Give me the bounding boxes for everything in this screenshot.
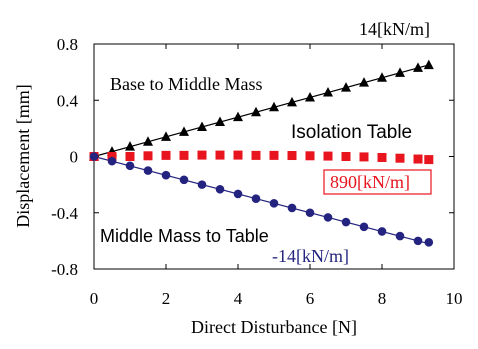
isolation_table-point bbox=[413, 154, 423, 164]
isolation_table-point bbox=[161, 150, 171, 160]
base_to_middle-point bbox=[341, 82, 351, 92]
y-tick-label: 0.4 bbox=[57, 91, 79, 110]
middle_to_table-point bbox=[197, 180, 207, 189]
middle_to_table-point bbox=[143, 166, 153, 175]
isolation_table-point bbox=[424, 155, 434, 165]
middle_to_table-point bbox=[305, 208, 315, 218]
data-markers bbox=[89, 59, 434, 247]
y-tick-label: -0.8 bbox=[51, 260, 78, 279]
x-axis-label: Direct Disturbance [N] bbox=[191, 317, 357, 337]
x-tick-label: 8 bbox=[378, 289, 387, 308]
x-tick-label: 10 bbox=[446, 289, 463, 308]
y-tick-label: 0.8 bbox=[57, 35, 78, 54]
isolation_table-point bbox=[395, 153, 405, 163]
base_to_middle-point bbox=[377, 72, 387, 82]
middle_to_table-point bbox=[251, 194, 261, 203]
base_to_middle-point bbox=[287, 96, 297, 107]
base_to_middle-point bbox=[395, 67, 405, 77]
isolation_table-point bbox=[197, 150, 207, 160]
isolation_table-point bbox=[377, 152, 387, 162]
y-tick-label: -0.4 bbox=[51, 204, 78, 223]
axis-ticks bbox=[93, 43, 455, 270]
isolation_table-point bbox=[215, 150, 225, 160]
middle_to_table-point bbox=[179, 175, 189, 185]
annotation-bottom-slope: -14[kN/m] bbox=[272, 246, 349, 266]
isolation_table-point bbox=[269, 150, 279, 160]
base_to_middle-point bbox=[251, 106, 261, 117]
middle_to_table-point bbox=[89, 152, 99, 161]
middle_to_table-point bbox=[161, 170, 171, 180]
middle_to_table-point bbox=[395, 231, 405, 241]
x-tick-labels: 0 2 4 6 8 10 bbox=[90, 289, 463, 308]
base_to_middle-point bbox=[269, 101, 279, 112]
isolation_table-point bbox=[251, 150, 261, 160]
base_to_middle-point bbox=[125, 141, 135, 151]
base_to_middle-point bbox=[161, 131, 171, 141]
base_to_middle-point bbox=[215, 116, 225, 127]
base_to_middle-point bbox=[359, 77, 369, 87]
annotation-table-slope: 890[kN/m] bbox=[330, 172, 410, 192]
isolation_table-point bbox=[107, 152, 117, 161]
base_to_middle-point bbox=[305, 91, 315, 102]
isolation_table-point bbox=[359, 152, 369, 162]
base_to_middle-point bbox=[197, 121, 207, 131]
x-tick-label: 0 bbox=[90, 289, 99, 308]
middle_to_table-point bbox=[413, 236, 423, 246]
x-tick-label: 6 bbox=[306, 289, 315, 308]
y-tick-label: 0 bbox=[70, 148, 79, 167]
annotation-top-slope: 14[kN/m] bbox=[359, 19, 430, 39]
base_to_middle-point bbox=[143, 136, 153, 146]
middle_to_table-point bbox=[233, 189, 243, 199]
annotation-base-to-middle: Base to Middle Mass bbox=[110, 74, 263, 94]
middle_to_table-point bbox=[323, 213, 333, 222]
isolation_table-point bbox=[143, 151, 153, 161]
middle_to_table-point bbox=[341, 217, 351, 227]
annotation-middle-to-table: Middle Mass to Table bbox=[100, 226, 269, 246]
middle_to_table-point bbox=[359, 222, 369, 232]
base_to_middle-point bbox=[323, 87, 333, 97]
annotation-table-slope-box bbox=[323, 169, 432, 195]
isolation_table-point bbox=[341, 152, 351, 161]
middle_to_table-point bbox=[269, 199, 279, 208]
base_to_middle-point bbox=[423, 59, 434, 70]
middle_to_table-point bbox=[107, 156, 117, 166]
middle_to_table-point bbox=[424, 237, 434, 247]
annotation-isolation-table: Isolation Table bbox=[291, 122, 412, 143]
x-tick-label: 2 bbox=[162, 289, 171, 308]
base_to_middle-point bbox=[233, 111, 243, 122]
isolation_table-point bbox=[233, 150, 243, 160]
middle_to_table-point bbox=[125, 161, 135, 171]
y-axis-label: Displacement [mm] bbox=[13, 84, 33, 227]
base_to_middle-point bbox=[413, 62, 423, 72]
middle_to_table-point bbox=[287, 203, 297, 213]
isolation_table-point bbox=[179, 150, 189, 160]
middle_to_table-point bbox=[215, 184, 225, 194]
isolation_table-point bbox=[125, 152, 135, 161]
isolation_table-point bbox=[287, 151, 297, 161]
middle_to_table-point bbox=[377, 227, 387, 236]
isolation_table-point bbox=[323, 151, 333, 161]
y-tick-labels: 0.8 0.4 0 -0.4 -0.8 bbox=[51, 35, 78, 279]
base_to_middle-point bbox=[179, 126, 189, 136]
isolation_table-point bbox=[305, 151, 315, 161]
x-tick-label: 4 bbox=[234, 289, 243, 308]
